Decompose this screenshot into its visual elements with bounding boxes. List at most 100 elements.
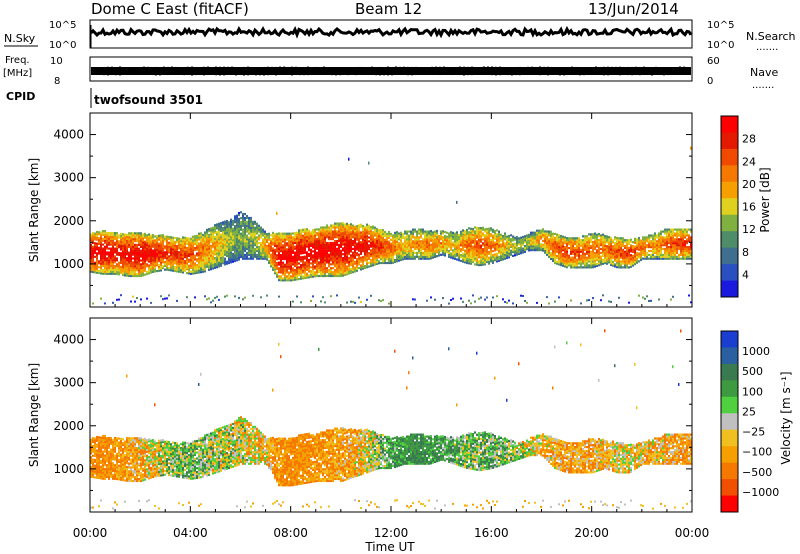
heatmap-cell <box>606 262 608 265</box>
heatmap-cell <box>346 236 348 239</box>
heatmap-cell <box>350 232 352 236</box>
heatmap-cell <box>218 265 220 268</box>
heatmap-cell <box>370 253 372 256</box>
heatmap-cell <box>128 259 130 262</box>
heatmap-cell <box>208 266 210 270</box>
heatmap-cell <box>386 256 388 259</box>
heatmap-cell <box>444 236 446 239</box>
heatmap-cell <box>190 261 192 264</box>
heatmap-cell <box>412 246 414 249</box>
heatmap-cell <box>226 221 228 225</box>
heatmap-cell <box>594 244 596 247</box>
heatmap-cell <box>138 243 140 246</box>
heatmap-cell <box>190 243 192 246</box>
heatmap-cell <box>326 271 328 274</box>
heatmap-cell <box>366 237 368 240</box>
heatmap-cell <box>276 273 278 276</box>
heatmap-cell <box>310 254 312 257</box>
heatmap-cell <box>92 234 94 237</box>
heatmap-cell <box>566 254 568 257</box>
heatmap-cell <box>172 254 174 257</box>
heatmap-cell <box>144 263 146 267</box>
ground-scatter <box>132 295 134 298</box>
heatmap-cell <box>482 238 484 241</box>
heatmap-cell <box>436 237 438 240</box>
heatmap-cell <box>378 238 380 241</box>
heatmap-cell <box>106 266 108 270</box>
heatmap-cell <box>416 251 418 254</box>
heatmap-cell <box>624 262 626 265</box>
heatmap-cell <box>196 271 198 274</box>
heatmap-cell <box>564 246 566 249</box>
heatmap-cell <box>466 236 468 239</box>
heatmap-cell <box>342 239 344 242</box>
heatmap-cell <box>304 240 306 243</box>
heatmap-cell <box>480 254 482 257</box>
heatmap-cell <box>332 272 334 276</box>
heatmap-cell <box>252 224 254 227</box>
heatmap-cell <box>576 237 578 240</box>
heatmap-cell <box>290 244 292 247</box>
heatmap-cell <box>176 254 178 257</box>
heatmap-cell <box>550 232 552 235</box>
heatmap-cell <box>398 259 400 262</box>
heatmap-cell <box>200 238 202 241</box>
heatmap-cell <box>98 252 100 255</box>
heatmap-cell <box>120 240 122 243</box>
heatmap-cell <box>296 239 298 242</box>
heatmap-cell <box>470 260 472 263</box>
heatmap-cell <box>420 251 422 254</box>
heatmap-cell <box>590 244 592 248</box>
heatmap-cell <box>382 258 384 261</box>
heatmap-cell <box>216 260 218 263</box>
heatmap-cell <box>486 235 488 238</box>
heatmap-cell <box>206 257 208 261</box>
heatmap-cell <box>464 239 466 242</box>
heatmap-cell <box>142 272 144 275</box>
heatmap-cell <box>516 243 518 246</box>
heatmap-cell <box>316 259 318 262</box>
heatmap-cell <box>358 239 360 243</box>
heatmap-cell <box>326 249 328 252</box>
heatmap-cell <box>354 256 356 259</box>
heatmap-cell <box>536 239 538 242</box>
heatmap-cell <box>368 240 370 243</box>
heatmap-cell <box>132 274 134 278</box>
heatmap-cell <box>558 257 560 260</box>
heatmap-cell <box>344 244 346 247</box>
heatmap-cell <box>196 236 198 239</box>
heatmap-cell <box>406 240 408 243</box>
heatmap-cell <box>168 247 170 250</box>
heatmap-cell <box>286 277 288 280</box>
heatmap-cell <box>546 247 548 250</box>
heatmap-cell <box>224 240 226 243</box>
heatmap-cell <box>132 249 134 252</box>
heatmap-cell <box>286 265 288 268</box>
heatmap-cell <box>434 248 436 251</box>
heatmap-cell <box>138 240 140 243</box>
heatmap-cell <box>244 232 246 235</box>
heatmap-cell <box>596 264 598 267</box>
heatmap-cell <box>584 235 586 238</box>
heatmap-cell <box>250 255 252 258</box>
heatmap-cell <box>344 269 346 273</box>
heatmap-cell <box>456 254 458 257</box>
heatmap-cell <box>132 232 134 235</box>
heatmap-cell <box>138 234 140 237</box>
heatmap-cell <box>388 256 390 259</box>
heatmap-cell <box>114 270 116 273</box>
heatmap-cell <box>214 264 216 267</box>
heatmap-cell <box>130 249 132 252</box>
heatmap-cell <box>486 245 488 248</box>
heatmap-cell <box>318 228 320 231</box>
heatmap-cell <box>466 230 468 233</box>
heatmap-cell <box>406 253 408 256</box>
heatmap-cell <box>434 230 436 233</box>
heatmap-cell <box>236 230 238 233</box>
heatmap-cell <box>526 242 528 245</box>
heatmap-cell <box>284 240 286 243</box>
heatmap-cell <box>298 258 300 261</box>
heatmap-cell <box>100 231 102 234</box>
heatmap-cell <box>98 248 100 251</box>
heatmap-cell <box>168 241 170 244</box>
